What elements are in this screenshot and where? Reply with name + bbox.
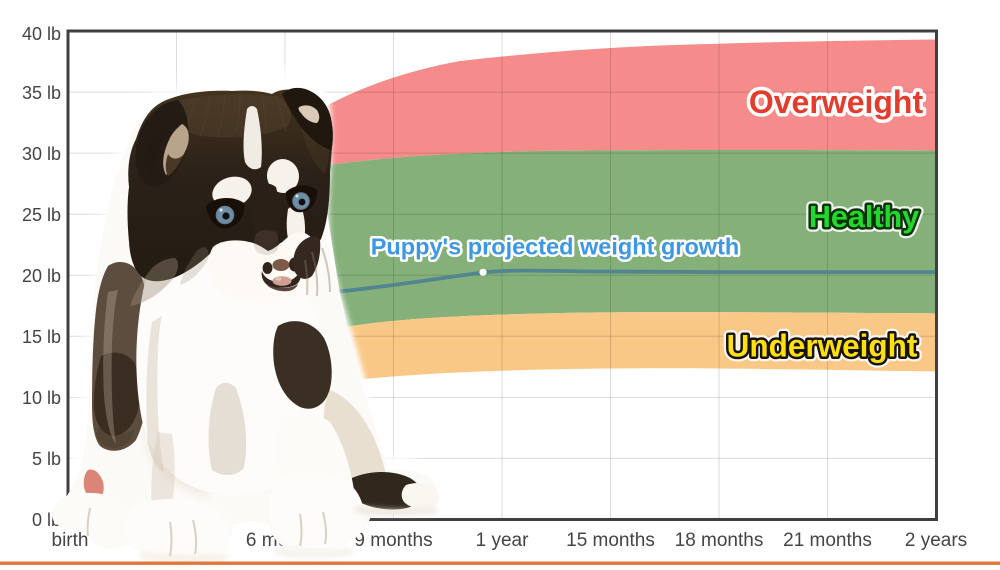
svg-text:Healthy: Healthy — [809, 200, 919, 234]
svg-text:Overweight: Overweight — [749, 84, 924, 120]
svg-text:birth: birth — [52, 530, 89, 551]
svg-text:30 lb: 30 lb — [22, 144, 61, 164]
svg-text:2 years: 2 years — [905, 530, 967, 551]
svg-text:18 months: 18 months — [675, 530, 764, 551]
svg-text:40 lb: 40 lb — [22, 24, 61, 44]
svg-text:15 lb: 15 lb — [22, 327, 61, 347]
svg-text:10 lb: 10 lb — [22, 388, 61, 408]
svg-text:21 months: 21 months — [783, 530, 872, 551]
svg-text:25 lb: 25 lb — [22, 205, 61, 225]
svg-text:1 year: 1 year — [476, 530, 529, 551]
svg-text:15 months: 15 months — [566, 530, 655, 551]
svg-text:Healthy: Healthy — [809, 200, 919, 234]
svg-text:Puppy's projected weight growt: Puppy's projected weight growth — [371, 234, 740, 260]
svg-text:9 months: 9 months — [354, 530, 432, 551]
svg-text:5 lb: 5 lb — [32, 449, 61, 469]
svg-text:Underweight: Underweight — [727, 328, 918, 364]
svg-text:20 lb: 20 lb — [22, 266, 61, 286]
svg-text:Underweight: Underweight — [727, 328, 918, 364]
svg-text:35 lb: 35 lb — [22, 83, 61, 103]
